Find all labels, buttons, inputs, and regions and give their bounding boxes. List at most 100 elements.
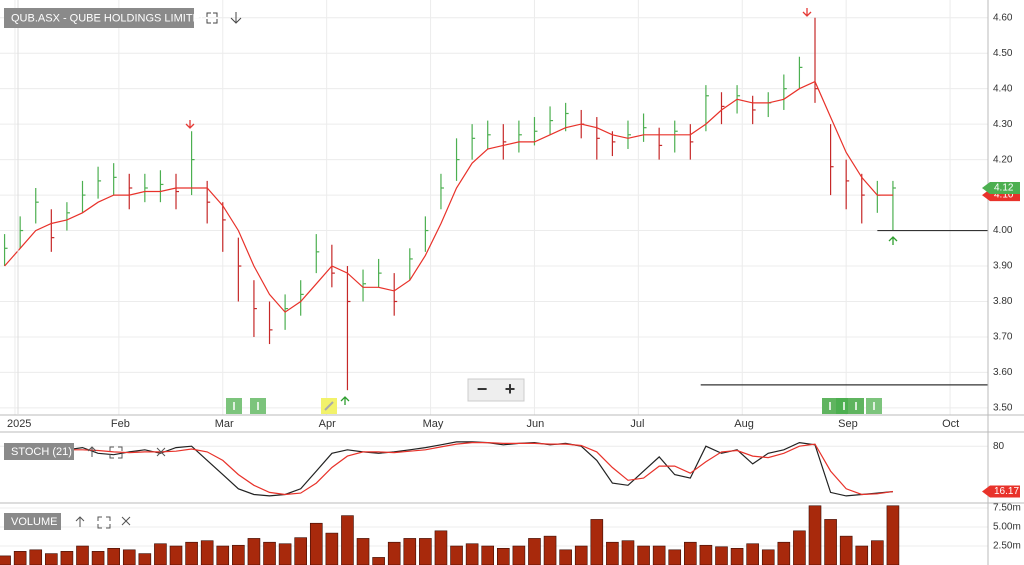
- volume-bar: [668, 549, 682, 565]
- volume-bar: [91, 551, 105, 565]
- volume-bar: [824, 519, 837, 565]
- zoom-out-button[interactable]: −: [477, 379, 488, 399]
- x-tick-label: Jul: [630, 418, 644, 430]
- stoch-badge: [4, 443, 74, 460]
- sell-signal: [185, 8, 812, 129]
- line: [4, 442, 893, 496]
- y-tick-label: 4.00: [993, 225, 1013, 236]
- x-tick-label: Mar: [215, 418, 234, 430]
- volume-bar: [278, 543, 292, 565]
- value-badge-bg: [982, 485, 1020, 498]
- y-tick-label: 4.40: [993, 83, 1013, 94]
- volume-bar: [746, 543, 759, 565]
- volume-bar: [761, 549, 775, 565]
- volume-bar: [372, 557, 385, 565]
- volume-bar: [684, 541, 697, 565]
- y-tick-label: 5.00m: [993, 522, 1021, 533]
- expand-icon[interactable]: [206, 12, 218, 24]
- zoom-control: [467, 378, 525, 402]
- volume-bar: [325, 532, 339, 565]
- volume-bar: [590, 519, 604, 565]
- volume-bar: [76, 545, 89, 565]
- line: [4, 441, 893, 497]
- y-tick-label: 3.80: [993, 296, 1013, 307]
- buy-signal: [340, 236, 898, 405]
- volume-bar: [652, 545, 666, 565]
- volume-bar: [294, 537, 307, 565]
- volume-title: VOLUME: [11, 516, 57, 528]
- y-tick-label: 4.60: [993, 12, 1013, 23]
- grid-layer: [0, 0, 988, 547]
- volume-bar: [793, 530, 806, 565]
- y-tick-label: 3.60: [993, 367, 1013, 378]
- y-tick-label: 4.50: [993, 48, 1013, 59]
- volume-bar: [715, 546, 728, 565]
- volume-bar: [216, 545, 230, 565]
- volume-bar: [107, 547, 120, 565]
- volume-bar: [839, 535, 853, 565]
- y-tick-label: 3.90: [993, 261, 1013, 272]
- x-tick-label: Oct: [942, 418, 959, 430]
- volume-bar: [808, 505, 822, 565]
- volume-bar: [387, 541, 401, 565]
- zoom-in-button[interactable]: +: [505, 379, 516, 399]
- x-tick-label: 2025: [7, 418, 31, 430]
- volume-bar: [356, 538, 370, 565]
- x-tick-label: Aug: [734, 418, 754, 430]
- y-tick-label: 4.20: [993, 154, 1013, 165]
- x-tick-label: Sep: [838, 418, 858, 430]
- volume-bar: [481, 545, 495, 565]
- volume-bar: [0, 555, 11, 565]
- stoch-icons[interactable]: [87, 446, 166, 459]
- volume-bar: [450, 545, 463, 565]
- volume-bar: [200, 540, 214, 565]
- volume-bar: [512, 545, 526, 565]
- value-badge: 16.17: [994, 486, 1019, 497]
- axis-layer: 3.50 3.60 3.70 3.80 3.90 4.00 4.10 4.20 4.30 4.40…: [7, 12, 1021, 551]
- volume-bar: [45, 553, 58, 565]
- volume-bar: [606, 541, 619, 565]
- title-badge: [4, 8, 194, 28]
- x-tick-label: Feb: [111, 418, 130, 430]
- volume-bar: [699, 544, 713, 565]
- y-tick-label: 80: [993, 441, 1005, 452]
- value-badge: 4.12: [994, 183, 1014, 194]
- x-tick-label: Jun: [526, 418, 544, 430]
- download-icon[interactable]: [230, 12, 242, 24]
- line: [4, 80, 893, 313]
- y-tick-label: 3.50: [993, 403, 1013, 414]
- volume-bar: [403, 538, 417, 565]
- y-tick-label: 3.70: [993, 332, 1013, 343]
- event-markers[interactable]: [226, 398, 882, 414]
- value-badge-bg: [982, 181, 1020, 194]
- volume-bar: [169, 545, 183, 565]
- y-tick-label: 2.50m: [993, 541, 1021, 552]
- volume-bar: [263, 541, 276, 565]
- volume-bar: [543, 535, 557, 565]
- volume-bar: [528, 538, 541, 565]
- volume-bar: [309, 522, 323, 565]
- volume-bar: [777, 541, 791, 565]
- volume-bar: [465, 543, 479, 565]
- volume-bar: [419, 538, 432, 565]
- x-tick-label: May: [423, 418, 444, 430]
- volume-icons[interactable]: [75, 516, 131, 529]
- x-tick-label: Apr: [319, 418, 336, 430]
- volume-bar: [621, 540, 635, 565]
- volume-bar: [185, 541, 198, 565]
- volume-bar: [341, 515, 354, 565]
- volume-bar: [855, 545, 869, 565]
- volume-bar: [574, 545, 588, 565]
- volume-bar: [138, 553, 152, 565]
- value-badge: 4.10: [994, 190, 1014, 201]
- volume-bar: [122, 549, 136, 565]
- chart-title: QUB.ASX - QUBE HOLDINGS LIMITED: [11, 12, 208, 24]
- y-tick-label: 7.50m: [993, 503, 1021, 514]
- volume-bar: [13, 551, 27, 565]
- volume-bar: [434, 530, 448, 565]
- y-tick-label: 4.30: [993, 119, 1013, 130]
- volume-bar: [871, 540, 884, 565]
- volume-bar: [232, 544, 245, 565]
- volume-bar: [886, 505, 900, 565]
